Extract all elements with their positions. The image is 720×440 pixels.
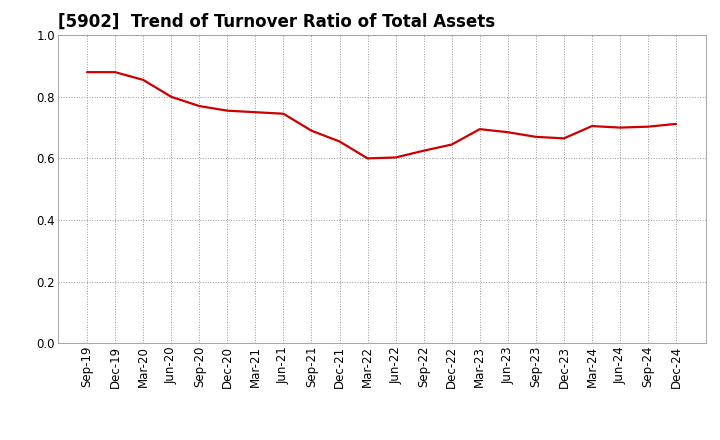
Text: [5902]  Trend of Turnover Ratio of Total Assets: [5902] Trend of Turnover Ratio of Total …: [58, 13, 495, 31]
